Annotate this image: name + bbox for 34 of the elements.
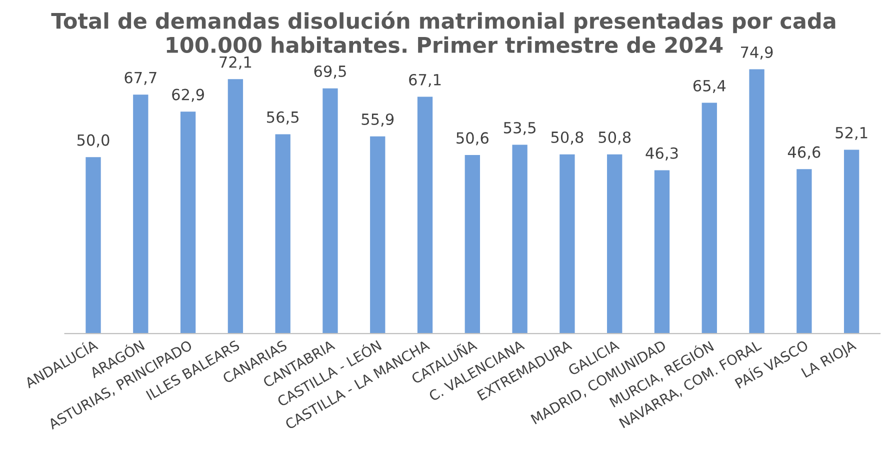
bar (86, 157, 101, 334)
bar (512, 144, 528, 334)
bar (560, 154, 575, 334)
bar (749, 69, 764, 334)
bar (796, 169, 812, 334)
data-label: 46,6 (788, 146, 820, 160)
data-label: 53,5 (504, 122, 536, 136)
data-label: 69,5 (314, 65, 346, 79)
data-label: 67,7 (124, 72, 156, 85)
data-label: 67,1 (409, 74, 441, 88)
data-label: 52,1 (836, 126, 868, 140)
bar (133, 94, 148, 334)
bar (654, 170, 670, 334)
data-label: 50,6 (456, 132, 488, 146)
data-label: 55,9 (362, 113, 394, 127)
bar (275, 134, 290, 334)
data-label: 56,5 (267, 111, 299, 124)
data-label: 62,9 (172, 88, 204, 102)
bar (180, 112, 196, 334)
data-label: 74,9 (741, 46, 773, 60)
bar (607, 154, 622, 334)
data-label: 50,8 (598, 131, 631, 145)
bar (464, 155, 480, 334)
data-label: 50,8 (551, 131, 584, 145)
data-label: 65,4 (693, 80, 726, 94)
bar (322, 88, 338, 334)
bar (228, 79, 244, 334)
data-label: 72,1 (220, 56, 252, 70)
bar (370, 136, 386, 334)
data-label: 46,3 (646, 147, 678, 160)
bar (702, 102, 717, 334)
data-label: 50,0 (77, 134, 110, 148)
bar (417, 96, 433, 334)
bar (844, 150, 860, 334)
